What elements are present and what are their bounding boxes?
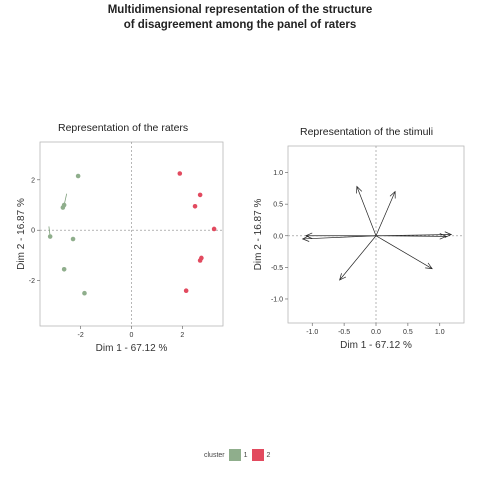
stimulus-arrowhead	[425, 262, 433, 270]
stimulus-vector	[375, 235, 447, 237]
raters-panel-title: Representation of the raters	[58, 122, 189, 134]
legend-label-cluster-1: 1	[243, 451, 248, 459]
x-axis-label: Dim 1 - 67.12 %	[96, 343, 168, 354]
stimulus-arrowhead	[439, 233, 448, 240]
rater-point-cluster-1	[70, 236, 76, 242]
stimulus-vector	[375, 191, 396, 236]
legend-title: cluster	[204, 451, 225, 459]
main-title: Multidimensional representation of the s…	[0, 3, 480, 33]
y-tick-label: 0.0	[273, 233, 283, 240]
y-tick-label: -0.5	[271, 265, 283, 272]
rater-point-cluster-1	[60, 205, 66, 210]
x-tick-label: 0.5	[403, 329, 413, 336]
rater-point-cluster-1	[47, 234, 53, 239]
legend-key-cluster-1	[228, 449, 241, 461]
stimulus-arrowhead	[444, 231, 453, 238]
rater-point-cluster-1	[82, 290, 87, 296]
rater-point-cluster-2	[197, 258, 203, 263]
x-tick-label: 1.0	[435, 329, 445, 336]
y-tick-label: 2	[31, 177, 35, 184]
y-tick-label: 0	[31, 228, 35, 235]
main-title-line2: of disagreement among the panel of rater…	[123, 19, 357, 31]
rater-point-cluster-2	[183, 288, 189, 294]
stimulus-arrowhead	[339, 273, 347, 281]
stimulus-vector	[339, 235, 377, 281]
y-tick-label: 0.5	[273, 202, 283, 209]
stimuli-panel-title: Representation of the stimuli	[300, 126, 434, 138]
stimulus-vector	[356, 186, 377, 236]
y-axis-label: Dim 2 - 16.87 %	[16, 198, 27, 270]
rater-point-cluster-1	[75, 173, 81, 179]
stimulus-arrowhead	[304, 232, 313, 239]
rater-point-cluster-2	[211, 226, 217, 232]
legend: cluster 1 2	[204, 449, 270, 461]
x-tick-label: -0.5	[338, 329, 350, 336]
x-tick-label: -1.0	[306, 329, 318, 336]
rater-point-cluster-1	[61, 266, 67, 272]
stimulus-vector	[375, 235, 433, 269]
main-title-line1: Multidimensional representation of the s…	[107, 4, 373, 16]
rater-point-cluster-2	[192, 203, 198, 209]
x-tick-label: 0.0	[371, 329, 381, 336]
legend-label-cluster-2: 2	[266, 451, 271, 459]
y-tick-label: -2	[29, 278, 35, 285]
stimulus-vector	[302, 235, 377, 240]
rater-point-cluster-2	[177, 171, 183, 176]
y-tick-label: 1.0	[273, 170, 283, 177]
stimulus-arrowhead	[301, 235, 310, 242]
x-axis-label: Dim 1 - 67.12 %	[340, 340, 412, 351]
stimulus-arrowhead	[389, 190, 396, 199]
y-axis-label: Dim 2 - 16.87 %	[253, 199, 264, 271]
x-tick-label: 0	[130, 332, 134, 339]
x-tick-label: -2	[78, 332, 84, 339]
rater-point-cluster-2	[197, 192, 203, 198]
y-tick-label: -1.0	[271, 296, 283, 303]
stimulus-arrowhead	[356, 185, 363, 194]
legend-key-cluster-2	[251, 449, 264, 461]
x-tick-label: 2	[180, 332, 184, 339]
